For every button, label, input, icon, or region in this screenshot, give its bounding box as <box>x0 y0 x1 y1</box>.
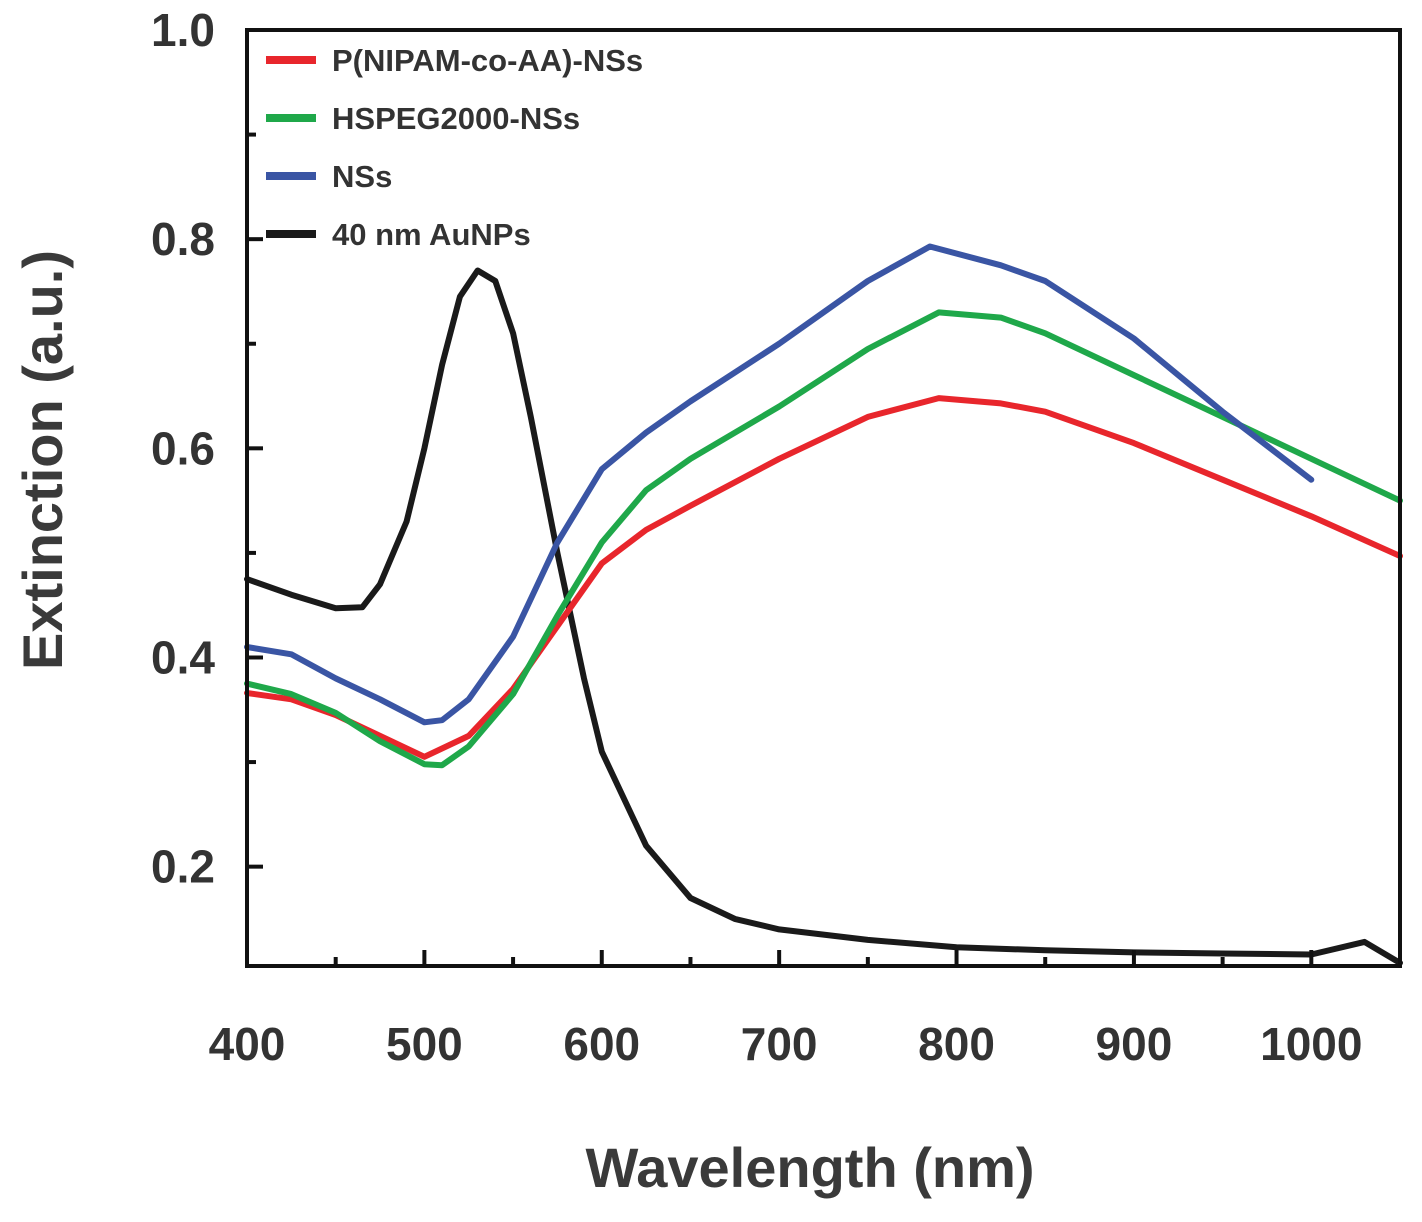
y-tick-label: 0.8 <box>151 213 215 265</box>
series-line-hspeg2000-nss <box>244 309 1403 769</box>
y-tick-label: 0.4 <box>151 631 215 683</box>
x-tick-label: 1000 <box>1260 1018 1362 1070</box>
y-axis-title: Extinction (a.u.) <box>11 250 74 670</box>
x-axis-title: Wavelength (nm) <box>585 1136 1034 1199</box>
series-line-nss <box>244 243 1315 726</box>
x-tick-label: 800 <box>918 1018 995 1070</box>
x-tick-label: 900 <box>1096 1018 1173 1070</box>
legend-label: NSs <box>332 159 392 194</box>
series-layer <box>244 243 1403 966</box>
y-tick-label: 1.0 <box>151 4 215 56</box>
ticks-layer: 400 500 600 700 800 900 1000 0.2 0.4 0.6 0.8 1.0 <box>151 4 1362 1070</box>
y-tick-label: 0.6 <box>151 422 215 474</box>
legend: P(NIPAM-co-AA)-NSs HSPEG2000-NSs NSs 40 nm … <box>266 43 643 252</box>
legend-label: P(NIPAM-co-AA)-NSs <box>332 43 643 78</box>
x-tick-label: 700 <box>741 1018 818 1070</box>
series-line-p-nipam-co-aa-nss <box>244 395 1403 760</box>
plot-frame <box>245 28 1402 968</box>
x-tick-label: 500 <box>386 1018 463 1070</box>
x-tick-label: 400 <box>209 1018 286 1070</box>
x-tick-label: 600 <box>563 1018 640 1070</box>
legend-label: HSPEG2000-NSs <box>332 101 580 136</box>
legend-label: 40 nm AuNPs <box>332 217 531 252</box>
y-tick-label: 0.2 <box>151 841 215 893</box>
series-line-40-nm-aunps <box>244 267 1403 966</box>
